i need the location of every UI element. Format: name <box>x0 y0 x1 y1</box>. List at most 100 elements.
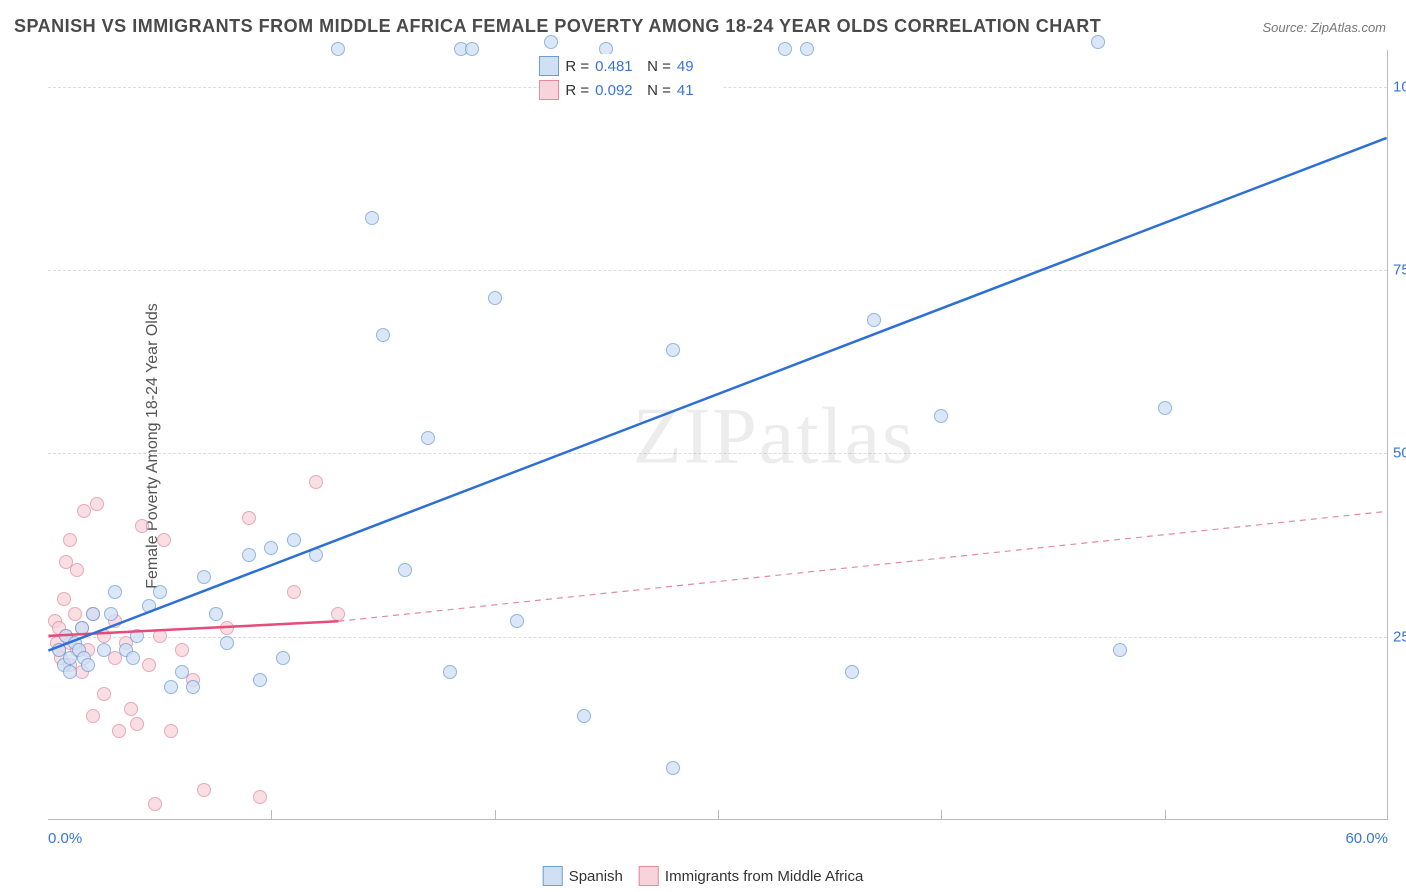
n-label: N = <box>647 82 671 99</box>
legend-series: Spanish Immigrants from Middle Africa <box>543 866 864 886</box>
x-tick-label: 0.0% <box>48 830 82 847</box>
scatter-point <box>365 211 379 225</box>
r-value: 0.481 <box>595 58 641 75</box>
scatter-point <box>175 643 189 657</box>
scatter-point <box>63 533 77 547</box>
legend-item: Spanish <box>543 866 623 886</box>
scatter-point <box>309 548 323 562</box>
r-label: R = <box>565 58 589 75</box>
scatter-point <box>220 621 234 635</box>
scatter-point <box>104 607 118 621</box>
scatter-point <box>130 629 144 643</box>
plot-area: ZIPatlas R =0.481N =49R =0.092N =41 25.0… <box>48 50 1388 820</box>
series-name: Immigrants from Middle Africa <box>665 868 863 885</box>
series-swatch <box>543 866 563 886</box>
legend-item: Immigrants from Middle Africa <box>639 866 863 886</box>
scatter-point <box>443 665 457 679</box>
scatter-point <box>86 709 100 723</box>
series-swatch <box>539 56 559 76</box>
scatter-point <box>287 585 301 599</box>
series-swatch <box>639 866 659 886</box>
legend-stats: R = 0.481 N = 49 R = 0.092 N = 41 <box>539 54 723 102</box>
scatter-point <box>186 680 200 694</box>
scatter-point <box>220 636 234 650</box>
scatter-point <box>157 533 171 547</box>
scatter-point <box>124 702 138 716</box>
scatter-point <box>544 35 558 49</box>
r-label: R = <box>565 82 589 99</box>
scatter-point <box>253 790 267 804</box>
watermark: ZIPatlas <box>633 391 916 482</box>
scatter-point <box>142 658 156 672</box>
scatter-point <box>81 658 95 672</box>
scatter-point <box>130 717 144 731</box>
scatter-point <box>666 343 680 357</box>
scatter-point <box>148 797 162 811</box>
scatter-point <box>97 687 111 701</box>
scatter-point <box>253 673 267 687</box>
correlation-chart: SPANISH VS IMMIGRANTS FROM MIDDLE AFRICA… <box>0 0 1406 892</box>
y-tick-label: 50.0% <box>1393 445 1406 462</box>
scatter-point <box>934 409 948 423</box>
scatter-point <box>126 651 140 665</box>
scatter-point <box>63 665 77 679</box>
scatter-point <box>1158 401 1172 415</box>
scatter-point <box>142 599 156 613</box>
scatter-point <box>421 431 435 445</box>
n-value: 49 <box>677 58 723 75</box>
gridline-horizontal <box>48 270 1387 271</box>
x-tick-label: 60.0% <box>1345 830 1388 847</box>
scatter-point <box>57 592 71 606</box>
scatter-point <box>845 665 859 679</box>
y-tick-label: 25.0% <box>1393 628 1406 645</box>
x-tick-mark <box>271 810 272 820</box>
gridline-horizontal <box>48 453 1387 454</box>
scatter-point <box>264 541 278 555</box>
scatter-point <box>488 291 502 305</box>
scatter-point <box>510 614 524 628</box>
x-tick-mark <box>718 810 719 820</box>
scatter-point <box>287 533 301 547</box>
scatter-point <box>331 607 345 621</box>
r-value: 0.092 <box>595 82 641 99</box>
scatter-point <box>197 570 211 584</box>
chart-title: SPANISH VS IMMIGRANTS FROM MIDDLE AFRICA… <box>14 16 1101 37</box>
scatter-point <box>112 724 126 738</box>
scatter-point <box>242 548 256 562</box>
n-label: N = <box>647 58 671 75</box>
scatter-point <box>75 621 89 635</box>
scatter-point <box>164 724 178 738</box>
series-swatch <box>539 80 559 100</box>
scatter-point <box>867 313 881 327</box>
scatter-point <box>197 783 211 797</box>
scatter-point <box>465 42 479 56</box>
scatter-point <box>778 42 792 56</box>
scatter-point <box>577 709 591 723</box>
scatter-point <box>209 607 223 621</box>
legend-stat-row: R = 0.092 N = 41 <box>539 78 723 102</box>
source-attribution: Source: ZipAtlas.com <box>1262 20 1386 35</box>
scatter-point <box>68 607 82 621</box>
scatter-point <box>153 585 167 599</box>
scatter-point <box>666 761 680 775</box>
scatter-point <box>398 563 412 577</box>
scatter-point <box>1113 643 1127 657</box>
series-name: Spanish <box>569 868 623 885</box>
legend-stat-row: R = 0.481 N = 49 <box>539 54 723 78</box>
regression-lines <box>48 50 1387 819</box>
y-tick-label: 100.0% <box>1393 78 1406 95</box>
scatter-point <box>242 511 256 525</box>
scatter-point <box>376 328 390 342</box>
scatter-point <box>97 643 111 657</box>
scatter-point <box>331 42 345 56</box>
x-tick-mark <box>495 810 496 820</box>
scatter-point <box>135 519 149 533</box>
scatter-point <box>70 563 84 577</box>
scatter-point <box>800 42 814 56</box>
scatter-point <box>175 665 189 679</box>
scatter-point <box>309 475 323 489</box>
x-tick-mark <box>1165 810 1166 820</box>
scatter-point <box>164 680 178 694</box>
n-value: 41 <box>677 82 723 99</box>
x-tick-mark <box>941 810 942 820</box>
